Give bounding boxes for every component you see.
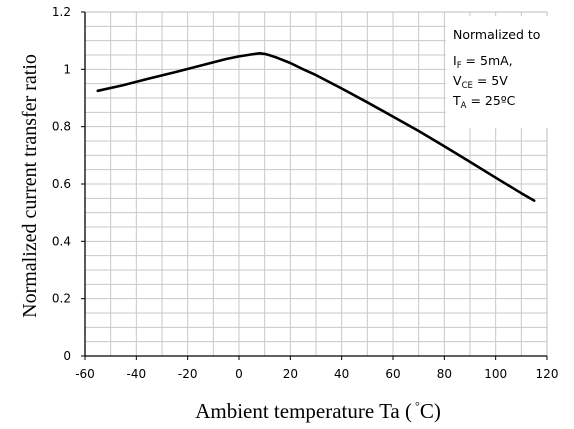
x-tick-label: -60 bbox=[75, 367, 95, 381]
y-tick-label: 1.2 bbox=[52, 5, 71, 19]
note-box bbox=[446, 16, 551, 128]
tick-labels: -60 -40 -20 0 20 40 60 80 100 120 0 0.2 0.4 0.6 0.8 1 1.… bbox=[52, 5, 559, 381]
y-tick-label: 1 bbox=[63, 62, 71, 76]
x-tick-label: 80 bbox=[437, 367, 452, 381]
x-tick-label: 0 bbox=[235, 367, 243, 381]
y-tick-label: 0.8 bbox=[52, 120, 71, 134]
series-layer bbox=[96, 52, 536, 202]
x-tick-label: 100 bbox=[484, 367, 507, 381]
y-tick-label: 0 bbox=[63, 349, 71, 363]
x-tick-label: -20 bbox=[178, 367, 198, 381]
axes bbox=[81, 11, 548, 360]
y-tick-label: 0.6 bbox=[52, 177, 71, 191]
note-line-3: VCE = 5V bbox=[453, 73, 508, 91]
note-line-1: Normalized to bbox=[453, 27, 540, 42]
x-tick-label: 20 bbox=[283, 367, 298, 381]
note-line-2: IF = 5mA, bbox=[453, 53, 513, 71]
normalization-note: Normalized to IF = 5mA, VCE = 5V TA = 25… bbox=[446, 16, 551, 128]
y-axis-title: Normalized current transfer ratio bbox=[19, 54, 41, 318]
y-tick-label: 0.2 bbox=[52, 292, 71, 306]
x-axis-title: Ambient temperature Ta (°C) bbox=[195, 399, 441, 423]
x-tick-label: 40 bbox=[334, 367, 349, 381]
ctr-curve bbox=[96, 52, 536, 202]
note-line-4: TA = 25ºC bbox=[452, 93, 516, 111]
x-tick-label: 120 bbox=[536, 367, 559, 381]
x-tick-label: -40 bbox=[127, 367, 147, 381]
y-tick-label: 0.4 bbox=[52, 234, 71, 248]
x-tick-label: 60 bbox=[385, 367, 400, 381]
